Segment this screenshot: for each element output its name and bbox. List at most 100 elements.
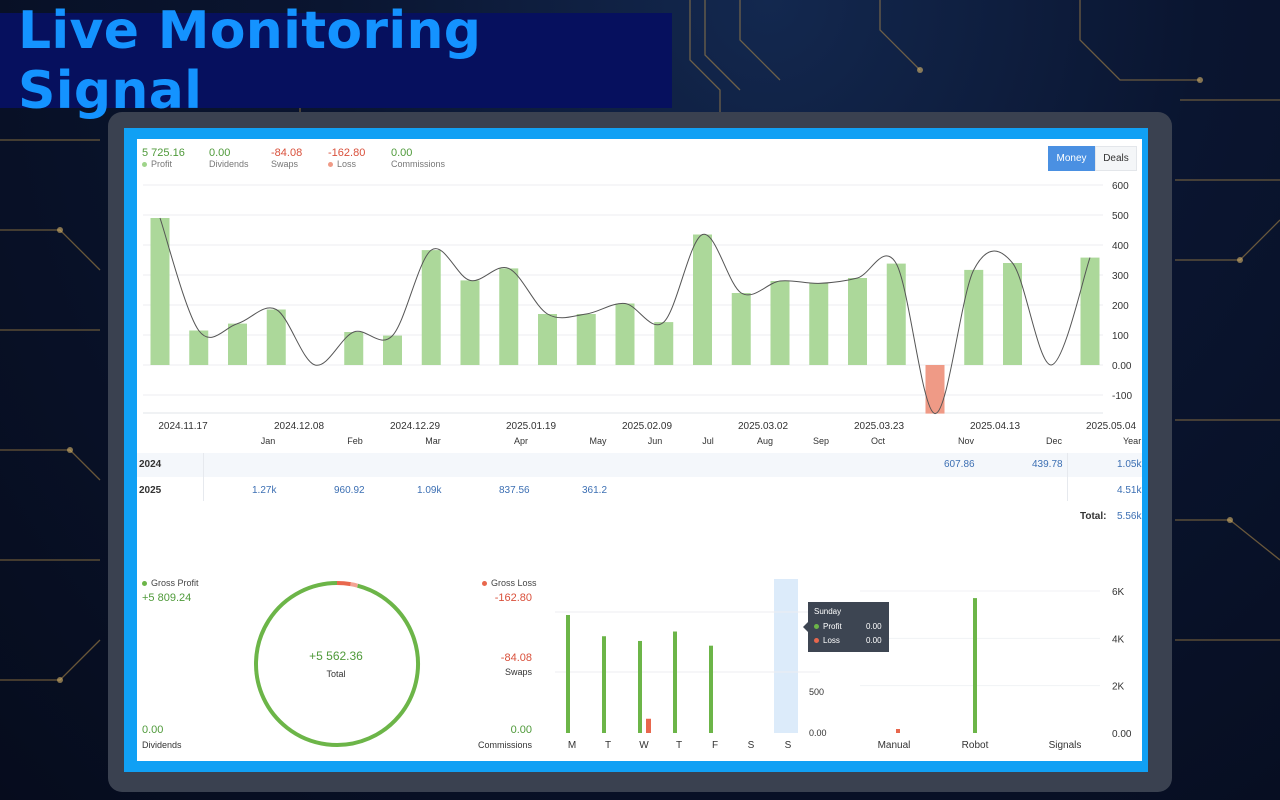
summary-dividends-label: Dividends: [209, 159, 249, 169]
month-header-jun: Jun: [647, 436, 663, 446]
bar: [615, 303, 635, 365]
gross-loss-dot: [482, 581, 487, 587]
row-2025-year: 2025: [139, 485, 162, 496]
summary-commissions-value: 0.00: [391, 147, 413, 159]
y-tick-label: 0.00: [1112, 361, 1132, 372]
tooltip-day: Sunday: [814, 607, 842, 616]
cell-2025-jan[interactable]: 1.27k: [252, 485, 277, 496]
source-y-tick: 0.00: [1112, 729, 1132, 740]
weekday-profit-bar: [638, 640, 642, 733]
dividends-label: Dividends: [142, 740, 182, 750]
summary-loss-value: -162.80: [328, 147, 366, 159]
x-tick-label: 2025.05.04: [1086, 421, 1136, 432]
gross-profit-label: Gross Profit: [151, 578, 199, 588]
cell-2025-feb[interactable]: 960.92: [334, 485, 365, 496]
gross-loss-value: -162.80: [494, 592, 532, 604]
weekday-label: S: [785, 740, 792, 751]
cell-2024-total[interactable]: 1.05k: [1117, 459, 1142, 470]
trend-line: [159, 217, 1091, 415]
x-tick-label: 2025.04.13: [970, 421, 1020, 432]
bar: [809, 283, 829, 365]
bar: [383, 335, 402, 365]
month-header-may: May: [589, 436, 607, 446]
banner-title: Live Monitoring Signal: [18, 0, 482, 121]
bar: [266, 309, 286, 365]
summary-swaps-label: Swaps: [271, 159, 299, 169]
weekday-label: T: [605, 740, 611, 751]
source-y-tick: 6K: [1112, 587, 1125, 598]
x-tick-label: 2024.11.17: [158, 421, 208, 432]
ring-swaps-arc: [350, 582, 359, 588]
source-label: Robot: [962, 740, 989, 751]
money-toggle-button[interactable]: Money: [1048, 146, 1095, 171]
profit-legend-dot: [142, 162, 147, 168]
deals-toggle-button[interactable]: Deals: [1095, 146, 1137, 171]
month-header-jul: Jul: [702, 436, 714, 446]
weekday-label: S: [748, 740, 755, 751]
source-loss-bar: [896, 729, 900, 733]
table-divider-right: [1067, 453, 1068, 501]
ring-center-label: Total: [326, 669, 346, 679]
summary-swaps: -84.08 Swaps: [271, 147, 302, 169]
x-tick-label: 2024.12.08: [274, 421, 324, 432]
bar: [538, 314, 557, 365]
tooltip-loss-label: Loss: [823, 636, 840, 645]
bar: [460, 280, 480, 365]
monthly-table-header: Jan Feb Mar Apr May Jun Jul Aug Sep Oct Nov Dec Year: [137, 436, 1142, 452]
y-tick-label: -100: [1112, 391, 1132, 402]
summary-dividends-value: 0.00: [209, 147, 231, 159]
swaps-label: Swaps: [504, 667, 532, 677]
month-header-oct: Oct: [870, 436, 886, 446]
summary-dividends: 0.00 Dividends: [209, 147, 249, 169]
bar: [189, 330, 209, 365]
weekday-profit-bar: [673, 631, 677, 733]
tooltip-loss-row: Loss: [814, 636, 840, 645]
bar: [693, 234, 712, 365]
swaps-value: -84.08: [500, 652, 532, 664]
bar: [1080, 257, 1100, 365]
bar: [848, 278, 867, 365]
y-tick-label: 400: [1112, 241, 1129, 252]
summary-commissions-label: Commissions: [391, 159, 446, 169]
tooltip-profit-row: Profit: [814, 622, 842, 631]
gross-loss-label: Gross Loss: [491, 578, 537, 588]
x-tick-label: 2025.02.09: [622, 421, 672, 432]
bar: [344, 332, 364, 365]
cell-2025-apr[interactable]: 837.56: [499, 485, 530, 496]
dividends-value: 0.00: [142, 724, 164, 736]
weekday-label: F: [712, 740, 718, 751]
y-tick-label: 300: [1112, 271, 1129, 282]
cell-2024-nov[interactable]: 607.86: [944, 459, 975, 470]
weekday-label: T: [676, 740, 682, 751]
gross-loss-legend: Gross Loss: [482, 578, 537, 588]
bar: [886, 263, 906, 365]
month-header-jan: Jan: [260, 436, 276, 446]
table-divider-left: [203, 453, 204, 501]
tooltip-profit-dot: [814, 624, 819, 630]
ring-loss-arc: [336, 581, 351, 587]
gross-profit-value: +5 809.24: [142, 592, 192, 604]
month-header-nov: Nov: [957, 436, 975, 446]
total-label: Total:: [1080, 511, 1107, 522]
x-tick-label: 2024.12.29: [390, 421, 440, 432]
bar: [731, 293, 751, 365]
source-label: Signals: [1049, 740, 1082, 751]
weekday-y-tick: 500: [809, 687, 824, 697]
bar: [925, 365, 945, 414]
weekday-loss-bar: [646, 718, 651, 733]
cell-2025-may[interactable]: 361.2: [582, 485, 608, 496]
weekday-label: W: [639, 740, 649, 751]
month-header-dec: Dec: [1045, 436, 1063, 446]
bar: [654, 322, 674, 365]
cell-2025-mar[interactable]: 1.09k: [417, 485, 442, 496]
commissions-value: 0.00: [510, 724, 532, 736]
weekday-profit-bar: [709, 645, 713, 733]
x-tick-label: 2025.01.19: [506, 421, 556, 432]
source-y-tick: 4K: [1112, 634, 1125, 645]
cell-2025-total[interactable]: 4.51k: [1117, 485, 1142, 496]
tooltip-arrow: [803, 622, 808, 632]
y-tick-label: 100: [1112, 331, 1129, 342]
bar: [1003, 263, 1022, 365]
cell-2024-dec[interactable]: 439.78: [1032, 459, 1063, 470]
